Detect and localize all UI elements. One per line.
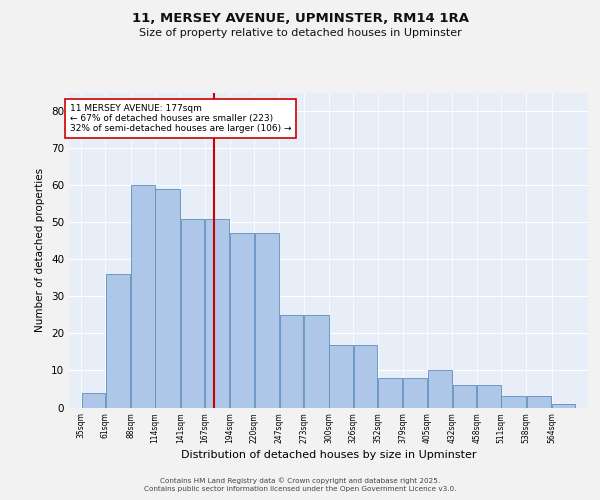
Bar — [453, 386, 476, 407]
Bar — [106, 274, 130, 407]
Bar — [82, 392, 105, 407]
Bar — [181, 218, 204, 408]
Bar — [403, 378, 427, 408]
Y-axis label: Number of detached properties: Number of detached properties — [35, 168, 46, 332]
Bar — [502, 396, 526, 407]
Bar — [254, 234, 279, 408]
Text: 11, MERSEY AVENUE, UPMINSTER, RM14 1RA: 11, MERSEY AVENUE, UPMINSTER, RM14 1RA — [131, 12, 469, 26]
Bar — [329, 344, 353, 408]
Bar — [230, 234, 254, 408]
Bar — [155, 189, 180, 408]
Bar — [353, 344, 377, 408]
Bar — [205, 218, 229, 408]
Bar — [477, 386, 500, 407]
Bar — [378, 378, 403, 408]
Bar — [304, 315, 329, 408]
Text: Size of property relative to detached houses in Upminster: Size of property relative to detached ho… — [139, 28, 461, 38]
Bar — [428, 370, 452, 408]
Bar — [131, 185, 155, 408]
Bar — [280, 315, 304, 408]
Text: Contains HM Land Registry data © Crown copyright and database right 2025.
Contai: Contains HM Land Registry data © Crown c… — [144, 478, 456, 492]
X-axis label: Distribution of detached houses by size in Upminster: Distribution of detached houses by size … — [181, 450, 476, 460]
Text: 11 MERSEY AVENUE: 177sqm
← 67% of detached houses are smaller (223)
32% of semi-: 11 MERSEY AVENUE: 177sqm ← 67% of detach… — [70, 104, 292, 134]
Bar — [527, 396, 551, 407]
Bar — [552, 404, 575, 407]
